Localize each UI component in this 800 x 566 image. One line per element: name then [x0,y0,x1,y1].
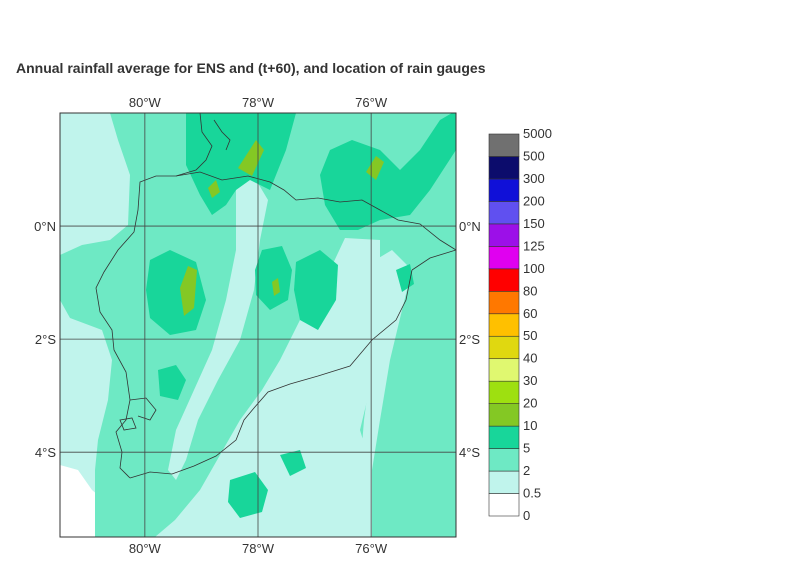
rain-region-5-10-sw [158,365,186,400]
colorbar-label-15: 300 [523,171,545,186]
colorbar-label-8: 50 [523,328,537,343]
rain-region-10-20-e [272,278,280,296]
rain-region-0.5-2-valley [168,170,268,480]
lat-label-left-1: 2°S [35,332,56,347]
colorbar-label-13: 150 [523,216,545,231]
colorbar-label-12: 125 [523,238,545,253]
north-coast-detail [213,119,231,151]
colorbar-swatch-10 [488,268,520,292]
axis-labels: 80°W 80°W 78°W 78°W 76°W 76°W 0°N 0°N 2°S 2°S 4°S 4… [34,95,481,556]
colombia-border [175,171,456,251]
lat-label-left-0: 0°N [34,219,56,234]
colorbar-label-3: 5 [523,441,530,456]
lon-label-bottom-1: 78°W [242,541,275,556]
colorbar-label-7: 40 [523,351,537,366]
colorbar-swatch-12 [488,223,520,247]
colorbar-swatch-7 [488,335,520,360]
puna-island [119,417,137,431]
colorbar-label-9: 60 [523,306,537,321]
colorbar: 0 0.5 2 5 10 20 30 40 50 60 80 100 125 150 200 300 500 50… [488,126,552,523]
lon-label-bottom-2: 76°W [355,541,388,556]
colorbar-label-17: 5000 [523,126,552,141]
colorbar-swatch-1 [488,470,520,494]
colorbar-swatch-15 [488,156,520,180]
colorbar-label-16: 500 [523,148,545,163]
lon-label-top-1: 78°W [242,95,275,110]
colorbar-label-1: 0.5 [523,486,541,501]
colorbar-label-0: 0 [523,508,530,523]
colorbar-label-2: 2 [523,463,530,478]
lat-label-right-2: 4°S [459,445,480,460]
country-boundaries [95,113,456,479]
colorbar-swatch-4 [488,403,520,427]
colorbar-swatch-6 [488,358,520,382]
rain-region-10-20-d [208,180,220,198]
lat-label-left-2: 4°S [35,445,56,460]
colorbar-swatch-16 [488,133,520,157]
colorbar-label-6: 30 [523,373,537,388]
colorbar-label-10: 80 [523,283,537,298]
lat-label-right-1: 2°S [459,332,480,347]
map-frame [59,112,457,538]
colorbar-label-5: 20 [523,396,537,411]
lon-label-top-0: 80°W [129,95,162,110]
colorbar-swatch-2 [488,448,520,472]
rain-region-5-10-mid [294,250,338,330]
colorbar-swatch-0 [488,493,520,517]
colorbar-swatch-8 [488,313,520,337]
rain-region-5-10-east-island [396,264,414,292]
gridlines [60,113,456,537]
rain-region-10-20-b [180,266,197,316]
colorbar-label-14: 200 [523,193,545,208]
rain-region-10-20-a [238,140,264,176]
lat-label-right-0: 0°N [459,219,481,234]
rain-region-5-10-south2 [280,450,306,476]
peru-border [129,249,456,479]
colorbar-swatch-11 [488,246,520,270]
chart-title: Annual rainfall average for ENS and (t+6… [16,60,486,76]
colorbar-label-4: 10 [523,418,537,433]
gulf-of-guayaquil [129,397,157,421]
coastline [95,113,213,479]
colorbar-swatch-3 [488,425,520,449]
rain-region-5-10-center [255,246,292,310]
colorbar-swatch-13 [488,201,520,225]
colorbar-label-11: 100 [523,261,545,276]
rain-region-10-20-c [366,156,384,180]
lon-label-bottom-0: 80°W [129,541,162,556]
colorbar-swatch-14 [488,178,520,202]
colorbar-swatch-9 [488,290,520,315]
lon-label-top-2: 76°W [355,95,388,110]
rain-region-0.5-2-east [360,250,412,470]
colorbar-swatch-5 [488,380,520,404]
